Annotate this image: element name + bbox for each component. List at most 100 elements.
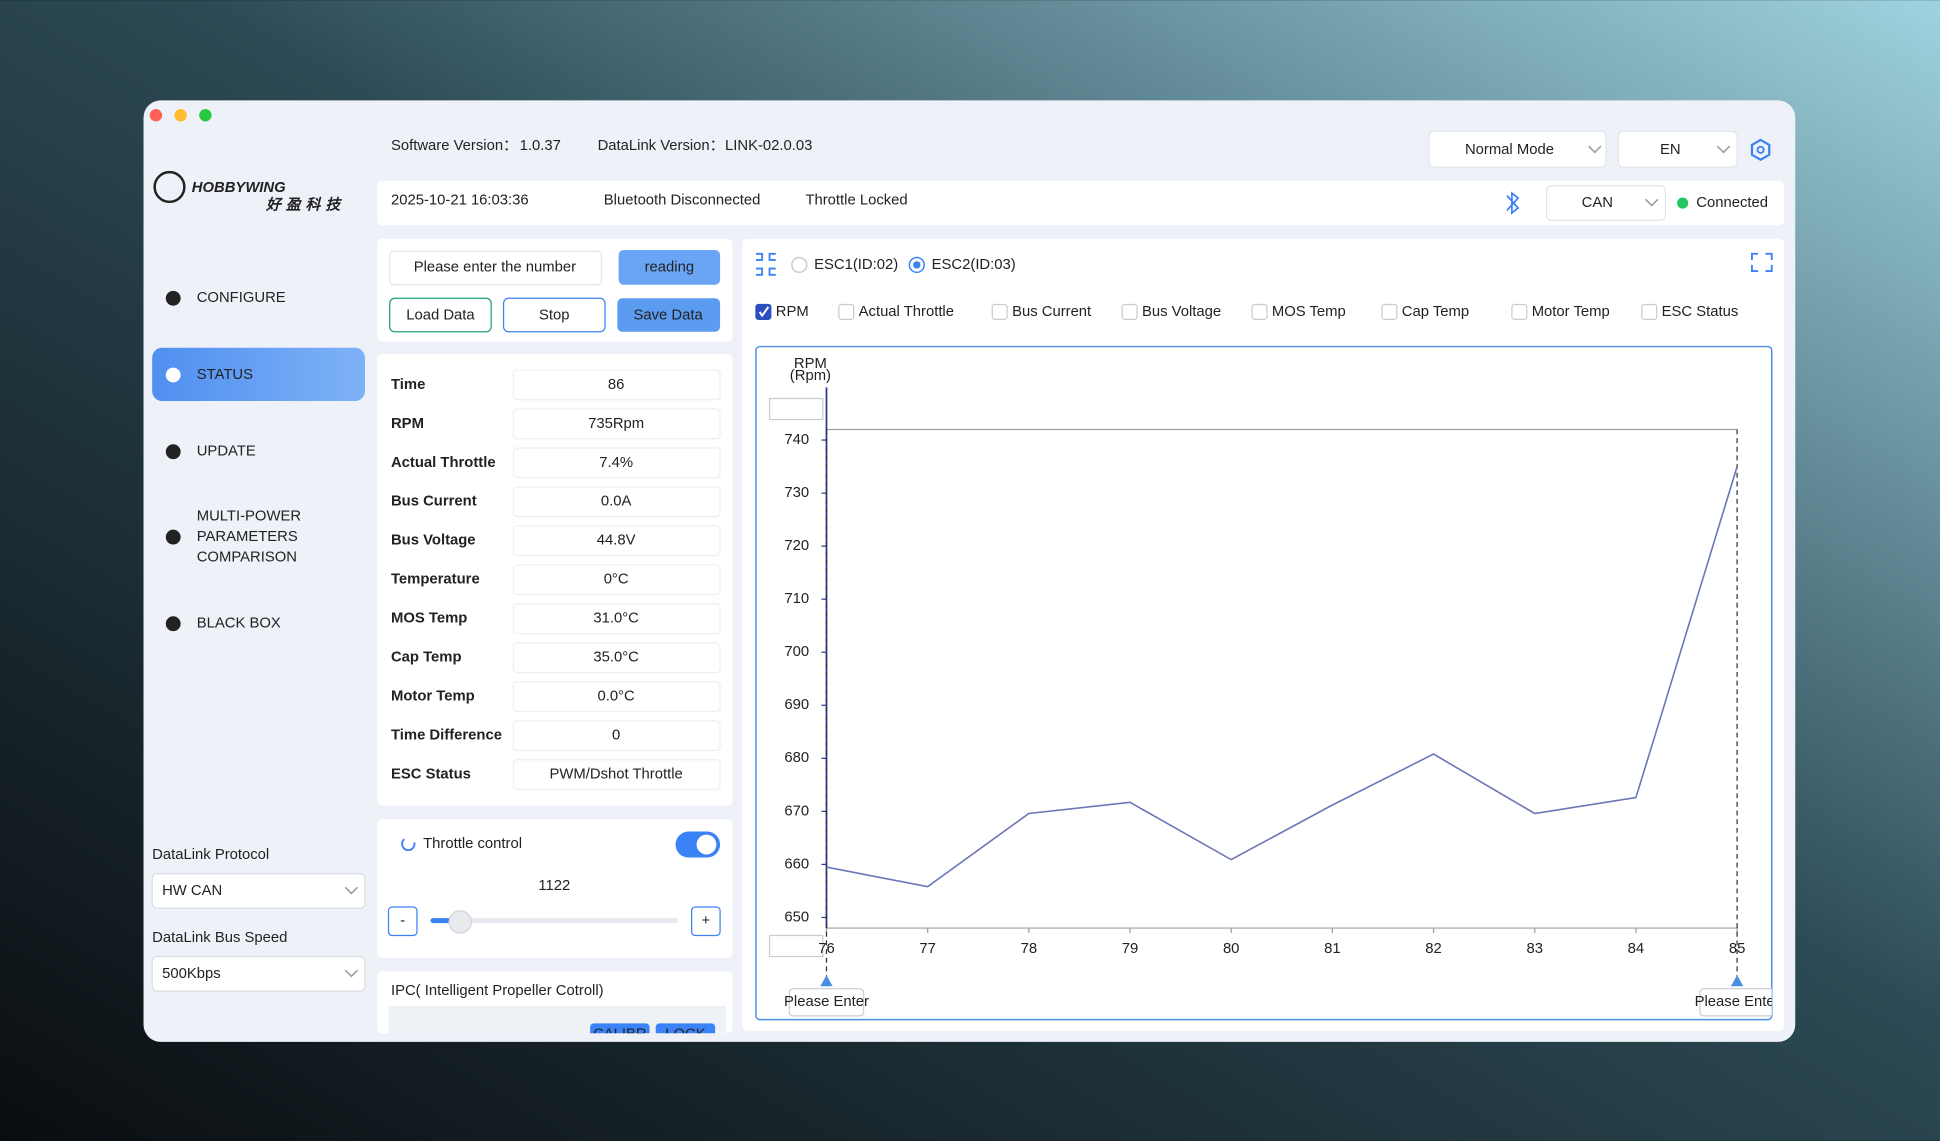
sidebar-label: MULTI-POWER bbox=[197, 509, 302, 525]
status-value: 7.4% bbox=[599, 455, 633, 471]
esc-label: ESC1(ID:02) bbox=[814, 257, 898, 273]
status-value-box bbox=[512, 603, 721, 635]
bluetooth-icon bbox=[1506, 191, 1520, 215]
settings-icon[interactable] bbox=[1750, 138, 1771, 162]
sidebar-label: UPDATE bbox=[197, 444, 256, 460]
y-tick-label: 680 bbox=[784, 750, 809, 766]
status-value: 44.8V bbox=[597, 533, 636, 549]
app-content: Software Version： 1.0.37 DataLink Version：… bbox=[151, 130, 1785, 1045]
throttle-label: Throttle control bbox=[423, 836, 522, 852]
minimize-button[interactable] bbox=[174, 109, 187, 122]
protocol-select[interactable] bbox=[151, 873, 366, 909]
status-value-box bbox=[512, 642, 721, 674]
channel-label: RPM bbox=[776, 304, 809, 320]
channel-label: ESC Status bbox=[1662, 304, 1739, 320]
status-value-box bbox=[512, 369, 721, 401]
ipc-buttons: CALIBR LOCK bbox=[388, 1006, 727, 1045]
y-axis-label: (Rpm) bbox=[790, 368, 831, 384]
zoom-button[interactable] bbox=[199, 109, 212, 122]
protocol-label: DataLink Protocol bbox=[152, 847, 269, 863]
status-value: 0.0A bbox=[601, 494, 632, 510]
software-version-label: Software Version： bbox=[391, 138, 518, 154]
language-dropdown[interactable] bbox=[1617, 130, 1738, 168]
y-tick-label: 690 bbox=[784, 697, 809, 713]
status-value: 35.0°C bbox=[593, 650, 639, 666]
close-button[interactable] bbox=[149, 109, 163, 122]
x-tick-label: 79 bbox=[1122, 941, 1139, 957]
range-marker-handle[interactable] bbox=[820, 975, 833, 987]
plus-label: + bbox=[702, 913, 711, 929]
datalink-version: LINK-02.0.03 bbox=[725, 138, 812, 154]
channel-checkbox[interactable] bbox=[838, 303, 855, 320]
channel-checkbox[interactable] bbox=[1251, 303, 1268, 320]
chevron bbox=[1645, 198, 1659, 207]
status-value-box bbox=[512, 681, 721, 713]
sidebar-label: CONFIGURE bbox=[197, 290, 286, 306]
channel-checkbox[interactable] bbox=[1381, 303, 1398, 320]
status-value: 735Rpm bbox=[588, 416, 644, 432]
logo-mark bbox=[153, 170, 186, 204]
sidebar-icon bbox=[165, 616, 181, 632]
number-input[interactable] bbox=[389, 250, 602, 286]
range-marker-handle[interactable] bbox=[1730, 975, 1744, 987]
status-value: 0°C bbox=[604, 572, 629, 588]
save-button[interactable] bbox=[617, 298, 721, 332]
range-marker-placeholder: Please Enter bbox=[1695, 994, 1780, 1010]
y-max-input[interactable] bbox=[768, 397, 824, 421]
y-tick-label: 730 bbox=[784, 485, 809, 501]
status-value-box bbox=[512, 486, 721, 518]
minus-button[interactable] bbox=[387, 906, 418, 937]
status-label: RPM bbox=[391, 416, 424, 432]
mode-dropdown[interactable] bbox=[1428, 130, 1607, 168]
bus-speed-select[interactable] bbox=[151, 955, 366, 992]
check-mark bbox=[758, 306, 770, 318]
plus-button[interactable] bbox=[691, 906, 721, 937]
stop-label: Stop bbox=[539, 308, 570, 324]
collapse-icon[interactable] bbox=[755, 252, 776, 276]
sidebar-item-area[interactable] bbox=[152, 427, 365, 476]
channel-checkbox[interactable] bbox=[991, 303, 1008, 320]
sidebar-icon bbox=[165, 529, 181, 545]
status-label: Cap Temp bbox=[391, 650, 462, 666]
x-min-input[interactable] bbox=[768, 934, 824, 958]
status-bar bbox=[377, 180, 1785, 226]
ipc-button-label: LOCK bbox=[665, 1026, 705, 1042]
sidebar-icon bbox=[165, 290, 181, 306]
status-value: 31.0°C bbox=[593, 611, 639, 627]
stop-button[interactable] bbox=[502, 297, 606, 333]
channel-checkbox[interactable] bbox=[1121, 303, 1138, 320]
channel-checkbox[interactable] bbox=[755, 303, 772, 320]
y-tick-label: 650 bbox=[784, 909, 809, 925]
range-marker-input[interactable] bbox=[1699, 988, 1774, 1017]
status-value: 86 bbox=[608, 377, 625, 393]
range-marker-input[interactable] bbox=[788, 988, 865, 1017]
mode-value: Normal Mode bbox=[1465, 142, 1554, 158]
status-value-box bbox=[512, 525, 721, 557]
status-value: 0 bbox=[612, 728, 620, 744]
bus-speed-label: DataLink Bus Speed bbox=[152, 930, 287, 946]
toggle-knob bbox=[696, 834, 717, 855]
status-value-box bbox=[512, 564, 721, 596]
ipc-button[interactable] bbox=[655, 1023, 716, 1045]
channel-checkbox[interactable] bbox=[1511, 303, 1528, 320]
sidebar-label: COMPARISON bbox=[197, 549, 297, 565]
channel-checkbox[interactable] bbox=[1641, 303, 1658, 320]
esc-radio[interactable] bbox=[791, 256, 808, 274]
reading-button[interactable] bbox=[618, 250, 721, 285]
bus-speed-value: 500Kbps bbox=[162, 966, 221, 982]
sidebar-active[interactable] bbox=[152, 347, 365, 401]
bus-dropdown[interactable] bbox=[1545, 185, 1666, 221]
expand-icon[interactable] bbox=[1751, 252, 1773, 273]
status-label: Motor Temp bbox=[391, 689, 475, 705]
load-button[interactable] bbox=[389, 297, 492, 333]
status-value-box bbox=[512, 447, 721, 479]
status-value-box bbox=[512, 720, 721, 752]
ipc-button[interactable] bbox=[590, 1023, 650, 1045]
x-tick-label: 84 bbox=[1628, 941, 1645, 957]
status-value: 0.0°C bbox=[598, 689, 636, 705]
status-label: Bus Voltage bbox=[391, 533, 476, 549]
slider-track bbox=[430, 918, 679, 924]
slider-knob[interactable] bbox=[448, 910, 473, 934]
sidebar-icon bbox=[165, 444, 181, 460]
